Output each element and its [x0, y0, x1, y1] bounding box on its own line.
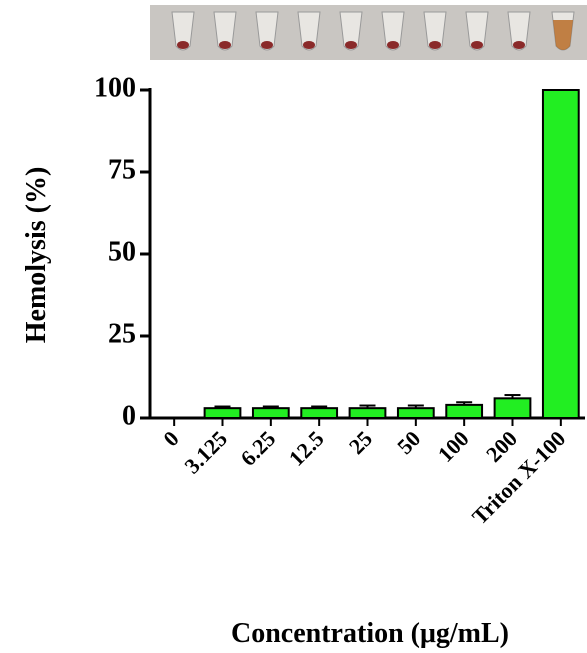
x-axis-title: Concentration (μg/mL) — [231, 618, 509, 649]
bar — [495, 398, 531, 418]
x-tick-label: 6.25 — [235, 426, 280, 471]
bar — [398, 408, 434, 418]
x-tick-label: 50 — [392, 426, 425, 459]
y-tick-label: 25 — [108, 318, 136, 349]
y-axis-title: Hemolysis (%) — [21, 167, 52, 344]
bar — [350, 408, 386, 418]
y-tick-label: 0 — [122, 400, 136, 431]
chart: Hemolysis (%) Concentration (μg/mL) 0 25 5… — [0, 0, 587, 653]
bar — [301, 408, 337, 418]
y-tick-label: 75 — [108, 154, 136, 185]
x-tick-label: 200 — [481, 426, 522, 467]
y-tick-label: 100 — [94, 72, 136, 103]
bar — [205, 408, 241, 418]
bar — [446, 405, 482, 418]
x-tick-label: 100 — [433, 426, 474, 467]
bar — [543, 90, 579, 418]
tube-photo — [150, 5, 587, 60]
x-tick-label: 0 — [158, 426, 183, 451]
x-tick-label: 25 — [344, 426, 377, 459]
y-tick-label: 50 — [108, 236, 136, 267]
bar — [253, 408, 289, 418]
x-tick-label: 12.5 — [284, 426, 329, 471]
x-tick-label: 3.125 — [179, 426, 232, 479]
